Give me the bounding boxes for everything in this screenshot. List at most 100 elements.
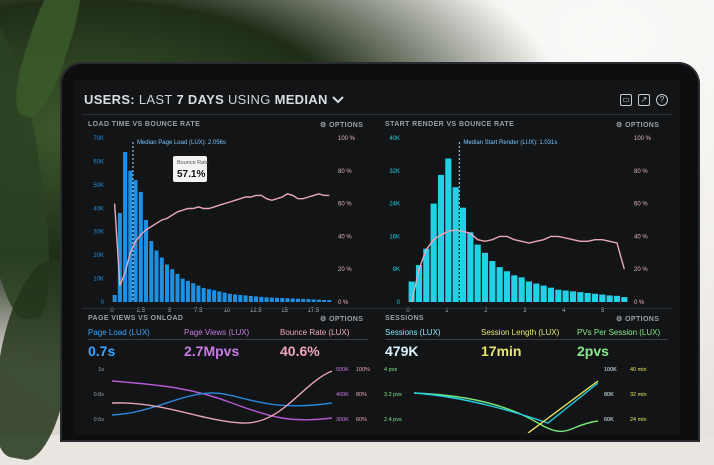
y-right-tick-label: 80 % [338,169,352,175]
monitor-icon[interactable]: ▭ [620,94,632,106]
histogram-bar [467,232,474,302]
histogram-bar [599,294,606,302]
pageviews-line [111,380,333,421]
load-bounce-chart: 0 10K 20K 30K 40K 50K 60K 70K 0 % 20 % 40 % 60 % 80 … [93,136,356,314]
y-right-tick-label: 40 % [634,234,648,240]
histogram-bar [112,294,117,302]
y-left-tick-label: 50K [93,183,104,189]
histogram-bar [301,298,306,302]
help-icon[interactable]: ? [656,94,668,106]
histogram-bar [248,295,253,302]
histogram-bar [238,294,243,302]
y-left-tick-label: 24K [389,202,400,208]
histogram-bar [254,296,259,302]
bounce-rate-line [113,193,330,286]
metric-value-bounce-rate: 40.6% [280,343,320,359]
x-tick-label: 2.5 [137,308,146,314]
metric-label-pvs-per-session: PVs Per Session (LUX) [577,328,661,337]
y-right-tick-label: 100 % [634,136,652,142]
metric-label-page-load: Page Load (LUX) [88,328,150,337]
metric-value-page-load: 0.7s [88,343,116,359]
histogram-bar [138,191,143,302]
histogram-bar [128,170,133,302]
session-right-tick-a: 80K [604,392,614,398]
y-right-tick-label: 0 % [634,300,645,306]
histogram-bar [233,294,238,302]
histogram-bar [525,281,533,302]
y-left-tick-label: 16K [389,234,400,240]
histogram-bar [518,277,525,302]
options-button-load-bounce[interactable]: ⚙ OPTIONS [320,122,364,129]
panel-title-pageviews: PAGE VIEWS VS ONLOAD [88,315,184,322]
pv-right-tick-b: 60% [356,417,367,423]
histogram-bar [437,174,445,302]
session-right-tick-b: 32 min [630,392,647,398]
y-left-tick-label: 0 [397,300,401,306]
title-median: MEDIAN [274,92,328,107]
histogram-bar [285,298,290,302]
histogram-bar [159,257,164,302]
middle-divider [82,308,672,309]
sessions-line [413,382,599,424]
title-prefix: USERS: [84,92,135,107]
histogram-bar [322,299,327,302]
x-tick-label: 17.5 [307,308,319,314]
histogram-bar [489,261,496,302]
options-button-sessions[interactable]: ⚙ OPTIONS [616,316,660,323]
histogram-bar [621,297,628,302]
y-left-tick-label: 70K [93,136,104,142]
histogram-bar [290,298,295,302]
histogram-bar [408,281,415,302]
session-left-tick: 2.4 pvs [384,417,402,423]
session-right-tick-a: 60K [604,417,614,423]
metric-underline [385,339,668,340]
histogram-bar [259,296,264,302]
session-left-tick: 4 pvs [384,367,397,373]
histogram-bar [264,297,269,302]
session-right-tick-b: 40 min [630,367,647,373]
histogram-bar [452,187,459,302]
x-tick-label: 5 [168,308,172,314]
x-tick-label: 3 [523,308,527,314]
panel-title-sessions: SESSIONS [385,315,424,322]
options-button-start-bounce[interactable]: ⚙ OPTIONS [616,122,660,129]
y-left-tick-label: 8K [393,267,400,273]
histogram-bar [154,250,159,302]
histogram-bar [175,273,180,302]
options-button-pageviews[interactable]: ⚙ OPTIONS [320,316,364,323]
histogram-bar [180,278,185,302]
histogram-bar [423,248,430,302]
y-left-tick-label: 32K [389,169,400,175]
histogram-bar [196,285,201,302]
histogram-bar [201,287,206,302]
histogram-bar [164,264,170,302]
metric-value-pvs-per-session: 2pvs [577,343,609,359]
metric-label-page-views: Page Views (LUX) [184,328,250,337]
options-label: OPTIONS [329,122,364,129]
histogram-bar [206,289,211,302]
y-right-tick-label: 20 % [634,267,648,273]
metric-label-sessions: Sessions (LUX) [385,328,441,337]
pv-right-tick-b: 100% [356,367,370,373]
histogram-bar [562,290,569,302]
x-tick-label: 5 [601,308,605,314]
chevron-down-icon[interactable] [331,92,344,107]
y-right-tick-label: 100 % [338,136,356,142]
histogram-bar [117,212,122,302]
median-label: Median Page Load (LUX): 2.056s [137,140,226,146]
x-tick-label: 10 [224,308,231,314]
y-left-tick-label: 40K [389,136,400,142]
session-length-line [527,380,599,433]
histogram-bar [311,299,316,302]
histogram-bar [217,291,222,302]
metric-underline [88,339,368,340]
y-left-tick-label: 30K [93,230,104,236]
header-divider [82,114,672,115]
pv-right-tick-b: 80% [356,392,367,398]
page-title[interactable]: USERS: LAST 7 DAYS USING MEDIAN [84,92,344,107]
x-tick-label: 4 [562,308,566,314]
tooltip-label: Bounce Rate [177,160,209,166]
median-label: Median Start Render (LUX): 1.031s [463,140,557,146]
histogram-bar [144,220,149,302]
share-icon[interactable]: ↗ [638,94,650,106]
